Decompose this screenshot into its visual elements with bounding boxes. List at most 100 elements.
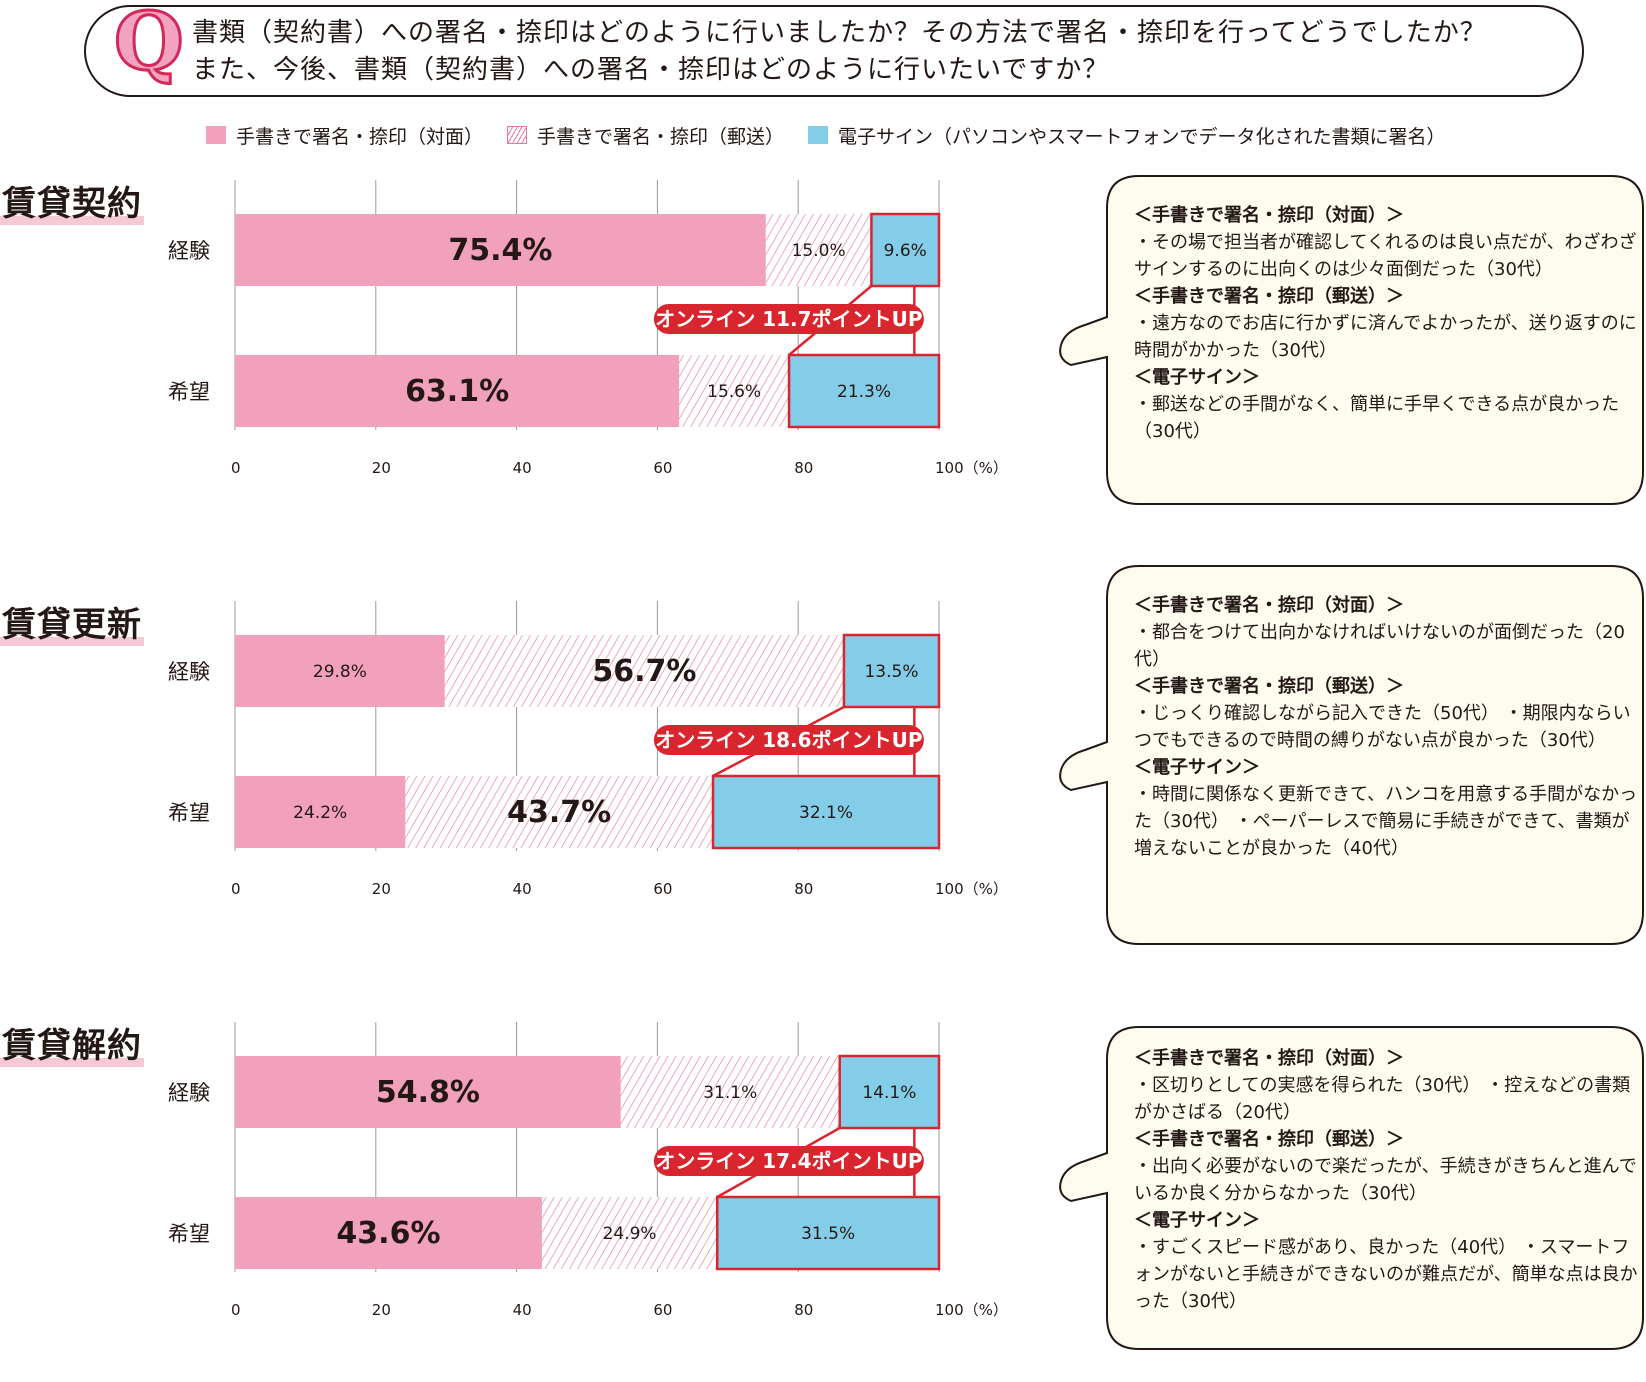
- comment-head: ＜手書きで署名・捺印（対面）＞: [1134, 595, 1404, 616]
- bar-segment-esig: [870, 212, 941, 288]
- category-label: 経験: [168, 660, 210, 684]
- legend-swatch-esig: [808, 126, 829, 144]
- bar-segment-f2f: [235, 635, 445, 707]
- section-title-renewal: 賃貸更新: [0, 604, 144, 646]
- comment-text: ・時間に関係なく更新できて、ハンコを用意する手間がなかった（30代） ・ペーパー…: [1134, 784, 1638, 859]
- legend: 手書きで署名・捺印（対面） 手書きで署名・捺印（郵送） 電子サイン（パソコンやス…: [206, 122, 1469, 148]
- comment-text: ・都合をつけて出向かなければいけないのが面倒だった（20代）: [1134, 622, 1625, 670]
- bubble-outline: [1059, 565, 1644, 945]
- comment-text: ・出向く必要がないので楽だったが、手続きがきちんと進んでいるか良く分からなかった…: [1134, 1156, 1637, 1204]
- x-tick-label: 20: [372, 880, 391, 898]
- data-label: 32.1%: [799, 803, 853, 823]
- comment-head: ＜電子サイン＞: [1134, 1210, 1260, 1231]
- question-line-1: 書類（契約書）への署名・捺印はどのように行いましたか？その方法で署名・捺印を行っ…: [192, 18, 1487, 48]
- chart-cancellation: 0 20 40 60 80 100（%） 経験 54.8% 31.1% 14.1% 希望 43.6% 2…: [168, 1022, 1008, 1319]
- data-label: 31.5%: [801, 1224, 855, 1244]
- x-tick-label: 100（%）: [935, 880, 1008, 898]
- x-tick-label: 80: [794, 1301, 813, 1319]
- comment-head: ＜電子サイン＞: [1134, 757, 1260, 778]
- legend-item-mail: 手書きで署名・捺印（郵送）: [507, 122, 784, 149]
- x-tick-label: 60: [653, 880, 672, 898]
- data-label: 43.6%: [336, 1216, 440, 1251]
- x-tick-label: 100（%）: [935, 459, 1008, 477]
- comment-text: ・遠方なのでお店に行かずに済んでよかったが、送り返すのに時間がかかった（30代）: [1134, 313, 1637, 361]
- data-label: 43.7%: [507, 795, 611, 830]
- legend-label-f2f: 手書きで署名・捺印（対面）: [236, 125, 484, 148]
- comment-bubble-renewal: [1059, 565, 1644, 945]
- bar-segment-esig: [711, 774, 941, 850]
- data-label: 15.6%: [707, 382, 761, 402]
- x-tick-label: 0: [231, 459, 241, 477]
- legend-item-f2f: 手書きで署名・捺印（対面）: [206, 122, 483, 149]
- comment-text: ・郵送などの手間がなく、簡単に手早くできる点が良かった（30代）: [1134, 394, 1620, 442]
- callout-text: オンライン 18.6ポイントUP: [655, 728, 922, 752]
- comment-text: ・すごくスピード感があり、良かった（40代） ・スマートフォンがないと手続きがで…: [1134, 1237, 1638, 1312]
- legend-swatch-mail: [507, 126, 528, 144]
- comment-text: ・区切りとしての実感を得られた（30代） ・控えなどの書類がかさばる（20代）: [1134, 1075, 1631, 1123]
- bar-segment-esig: [715, 1195, 941, 1271]
- bar-segment-mail: [541, 1197, 718, 1269]
- x-tick-label: 40: [513, 880, 532, 898]
- legend-label-esig: 電子サイン（パソコンやスマートフォンでデータ化された書類に署名）: [838, 125, 1446, 148]
- comment-head: ＜手書きで署名・捺印（対面）＞: [1134, 205, 1404, 226]
- callout-text: オンライン 17.4ポイントUP: [655, 1149, 922, 1173]
- bar-segment-esig: [787, 353, 941, 429]
- section-title-contract: 賃貸契約: [0, 183, 144, 225]
- data-label: 24.2%: [293, 803, 347, 823]
- legend-swatch-f2f: [206, 126, 226, 144]
- bar-segment-esig: [842, 633, 941, 709]
- bar-segment-mail: [444, 635, 844, 707]
- question-text: 書類（契約書）への署名・捺印はどのように行いましたか？その方法で署名・捺印を行っ…: [192, 15, 1487, 89]
- bar-segment-f2f: [235, 355, 680, 427]
- data-label: 15.0%: [792, 241, 846, 261]
- comment-bubble-contract: [1059, 175, 1644, 505]
- bar-segment-f2f: [235, 776, 406, 848]
- data-label: 21.3%: [837, 382, 891, 402]
- data-label: 63.1%: [405, 374, 509, 409]
- bubble-outline: [1059, 1026, 1644, 1350]
- bar-segment-mail: [765, 214, 872, 286]
- x-tick-label: 20: [372, 1301, 391, 1319]
- comment-head: ＜手書きで署名・捺印（対面）＞: [1134, 1048, 1404, 1069]
- x-tick-label: 0: [231, 1301, 241, 1319]
- comment-head: ＜手書きで署名・捺印（郵送）＞: [1134, 1129, 1404, 1150]
- bubble-outline: [1059, 175, 1644, 505]
- data-label: 54.8%: [376, 1075, 480, 1110]
- comment-text: ・じっくり確認しながら記入できた（50代） ・期限内ならいつでもできるので時間の…: [1134, 703, 1631, 751]
- x-tick-label: 40: [513, 459, 532, 477]
- bar-segment-mail: [679, 355, 790, 427]
- bar-segment-f2f: [235, 214, 766, 286]
- callout-pill: [653, 304, 924, 334]
- x-tick-label: 20: [372, 459, 391, 477]
- data-label: 24.9%: [603, 1224, 657, 1244]
- data-label: 13.5%: [864, 662, 918, 682]
- bar-segment-f2f: [235, 1197, 542, 1269]
- comment-head: ＜手書きで署名・捺印（郵送）＞: [1134, 676, 1404, 697]
- question-line-2: また、今後、書類（契約書）への署名・捺印はどのように行いたいですか？: [192, 55, 1110, 85]
- callout-pill: [653, 725, 924, 755]
- comment-bubble-cancellation: [1059, 1026, 1644, 1350]
- category-label: 希望: [168, 801, 210, 825]
- category-label: 経験: [168, 1081, 210, 1105]
- x-tick-label: 80: [794, 880, 813, 898]
- bar-segment-mail: [620, 1056, 840, 1128]
- category-label: 経験: [168, 239, 210, 263]
- legend-item-esig: 電子サイン（パソコンやスマートフォンでデータ化された書類に署名）: [808, 122, 1445, 149]
- comments-renewal: ＜手書きで署名・捺印（対面）＞ ・都合をつけて出向かなければいけないのが面倒だっ…: [1134, 592, 1639, 862]
- x-tick-label: 60: [653, 459, 672, 477]
- data-label: 14.1%: [862, 1083, 916, 1103]
- chart-contract: 0 20 40 60 80 100（%） 経験 75.4% 15.0% 9.6% 希望 63.1% 15…: [168, 180, 1008, 477]
- section-title-cancellation: 賃貸解約: [0, 1025, 144, 1067]
- category-label: 希望: [168, 380, 210, 404]
- bar-segment-mail: [405, 776, 714, 848]
- x-tick-label: 0: [231, 880, 241, 898]
- data-label: 29.8%: [313, 662, 367, 682]
- bar-segment-f2f: [235, 1056, 621, 1128]
- question-box: Q 書類（契約書）への署名・捺印はどのように行いましたか？その方法で署名・捺印を…: [84, 0, 1584, 97]
- bar-segment-esig: [838, 1054, 941, 1130]
- x-tick-label: 40: [513, 1301, 532, 1319]
- x-tick-label: 100（%）: [935, 1301, 1008, 1319]
- comment-text: ・その場で担当者が確認してくれるのは良い点だが、わざわざサインするのに出向くのは…: [1134, 232, 1637, 280]
- category-label: 希望: [168, 1222, 210, 1246]
- data-label: 75.4%: [448, 233, 552, 268]
